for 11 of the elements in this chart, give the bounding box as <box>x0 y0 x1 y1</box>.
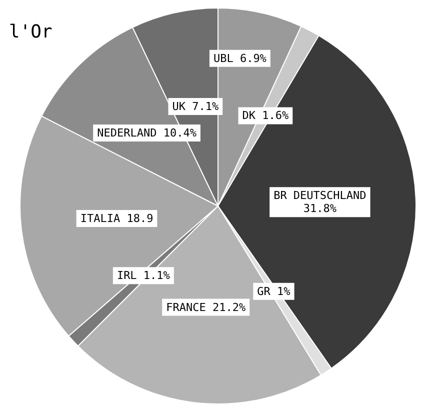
slice-label: BR DEUTSCHLAND <box>274 189 366 202</box>
data-label: 31.8% <box>303 202 337 216</box>
slice-label: DK 1.6% <box>242 109 289 122</box>
slice-label: NEDERLAND 10.4% <box>97 126 197 140</box>
slice-label: ITALIA 18.9 <box>80 212 154 225</box>
slice-label: IRL 1.1% <box>116 269 170 282</box>
slice-label: UBL 6.9% <box>213 52 267 65</box>
slice-label: FRANCE 21.2% <box>166 300 246 314</box>
slice-label: GR 1% <box>257 284 291 298</box>
slice-label: UK 7.1% <box>172 100 219 114</box>
text: l'Or <box>9 22 53 42</box>
